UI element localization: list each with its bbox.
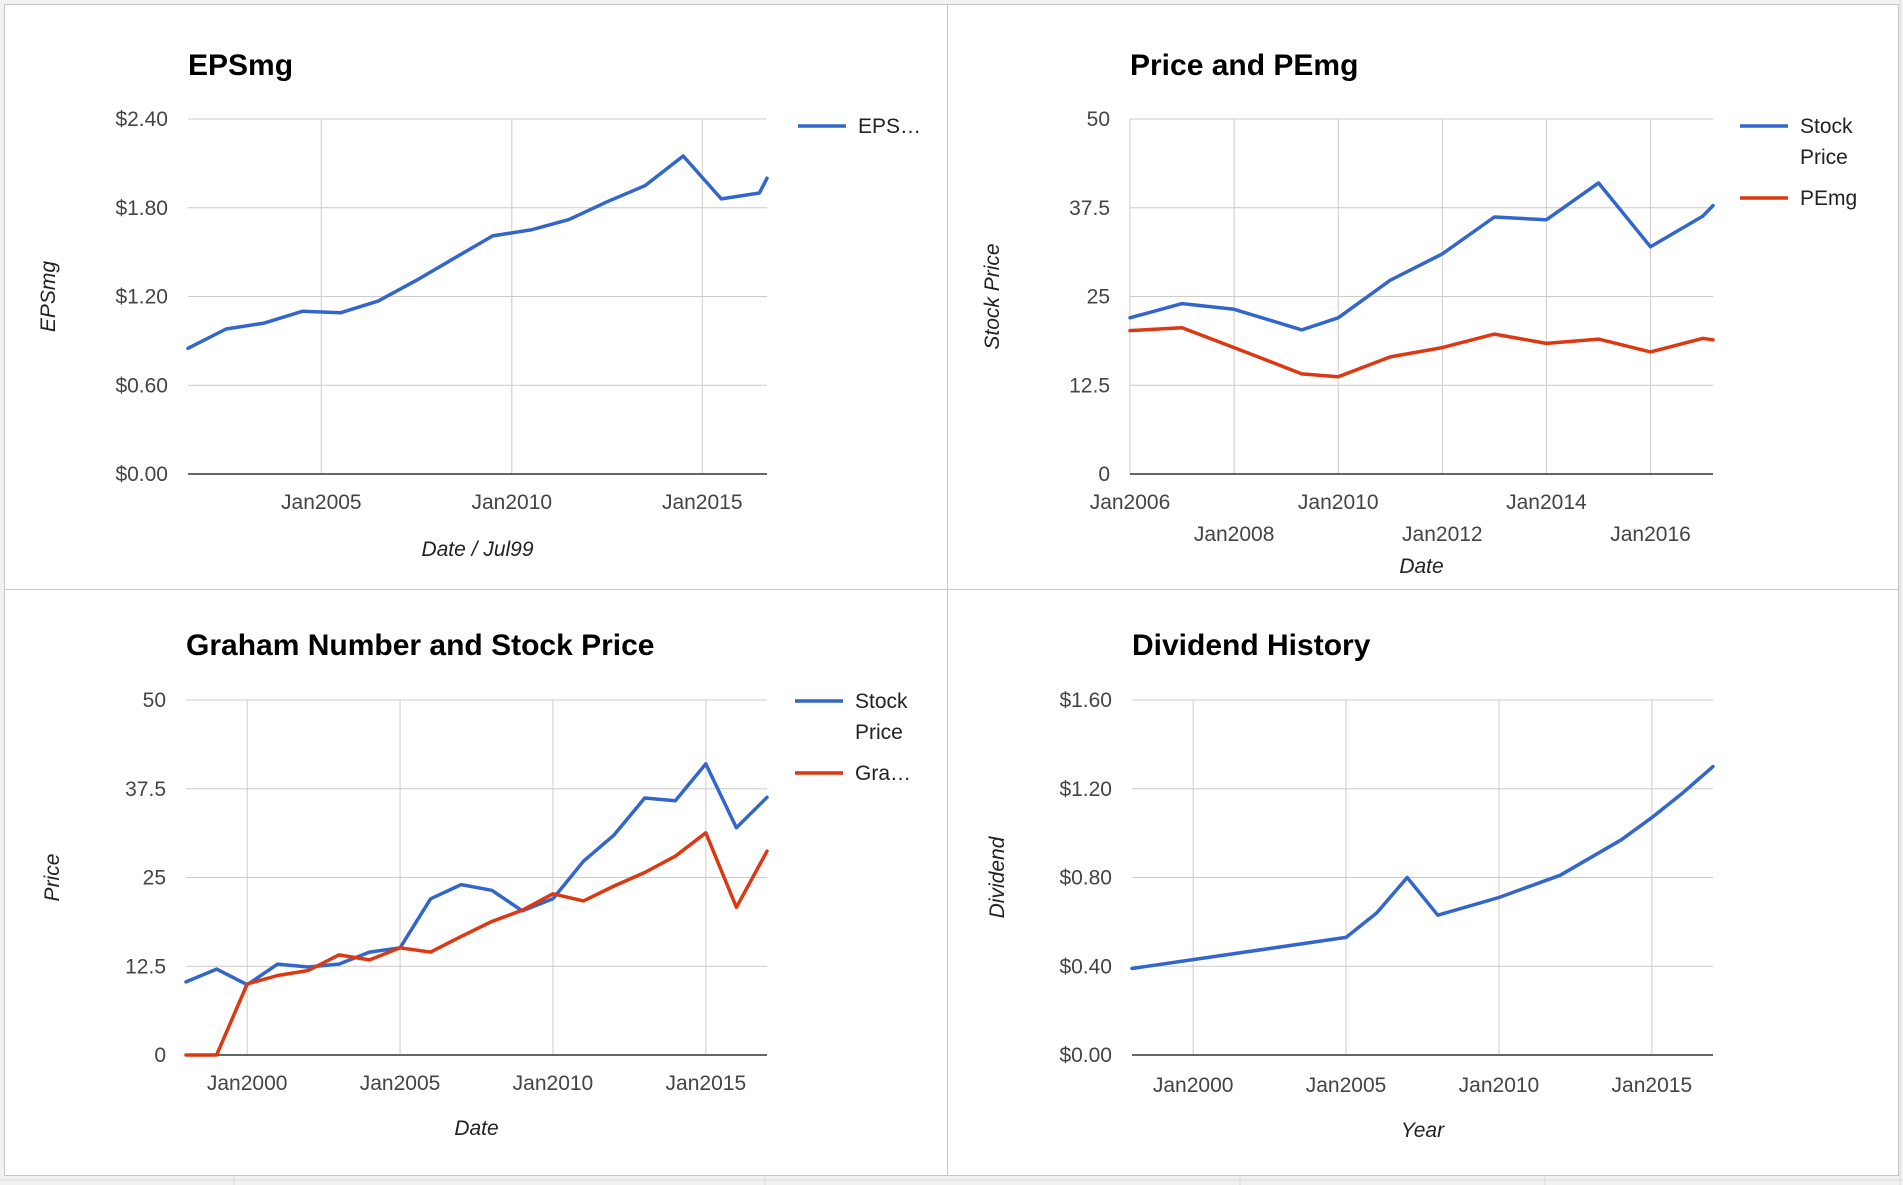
y-tick-label: $1.80 [115,197,168,220]
series-line-0[interactable] [1130,764,1715,971]
y-tick-label: 12.5 [1069,374,1110,397]
x-tick-label: Jan2015 [1612,1074,1693,1097]
x-tick-label: Jan2008 [1194,523,1275,546]
y-axis-title: Price [41,854,64,902]
price-pemg-chart: Price and PEmg 0 12.5 25 37.5 50 Jan2006 Jan20… [981,49,1857,578]
y-tick-label: 37.5 [1069,197,1110,220]
gridlines [1129,118,1713,474]
y-tick-label: 0 [154,1044,166,1067]
y-tick-label: $0.60 [115,374,168,397]
y-tick-label: 50 [143,689,166,712]
dividend-history-chart: Dividend History $0.00 $0.40 $0.80 $1.20 $1.… [986,629,1715,1142]
y-tick-label: 25 [1087,286,1110,309]
epsmg-chart-panel[interactable]: EPSmg $0.00 $0.60 $1.20 $1.80 $2.40 Jan2005 Ja… [4,4,948,591]
y-tick-label: $1.20 [1059,778,1112,801]
gridlines [1132,699,1713,1055]
legend-item-0[interactable]: Stock Price [795,690,908,744]
svg-text:Stock: Stock [1800,115,1853,138]
x-tick-label: Jan2006 [1090,491,1171,514]
x-axis-title: Date / Jul99 [421,538,533,561]
x-tick-label: Jan2010 [1298,491,1379,514]
y-tick-label: $2.40 [115,108,168,131]
chart-title: Graham Number and Stock Price [186,629,655,662]
y-tick-label: $0.00 [1059,1044,1112,1067]
x-axis-title: Date [454,1117,498,1140]
gridlines [188,118,767,474]
series-line-0[interactable] [1128,181,1715,332]
series-line-0[interactable] [186,154,769,351]
x-tick-label: Jan2000 [207,1072,288,1095]
svg-text:Stock: Stock [855,690,908,713]
svg-text:EPS…: EPS… [858,115,921,138]
x-axis-title: Year [1401,1119,1445,1142]
y-tick-label: 12.5 [125,955,166,978]
svg-text:Price: Price [855,721,903,744]
y-tick-label: $1.20 [115,286,168,309]
legend-item-1[interactable]: PEmg [1740,187,1857,210]
y-tick-label: $0.00 [115,463,168,486]
y-axis-title: EPSmg [37,261,60,333]
x-axis-title: Date [1399,555,1443,578]
y-tick-label: 25 [143,867,166,890]
x-tick-label: Jan2005 [281,491,362,514]
legend-item-0[interactable]: Stock Price [1740,115,1853,169]
x-tick-label: Jan2015 [662,491,743,514]
chart-title: EPSmg [188,49,293,82]
x-tick-label: Jan2012 [1402,523,1483,546]
epsmg-chart: EPSmg $0.00 $0.60 $1.20 $1.80 $2.40 Jan2005 Ja… [37,49,921,561]
dividend-history-chart-panel[interactable]: Dividend History $0.00 $0.40 $0.80 $1.20 $1.… [947,589,1899,1176]
graham-number-chart: Graham Number and Stock Price 0 12.5 25 37.… [41,629,911,1140]
x-tick-label: Jan2010 [1459,1074,1540,1097]
svg-text:Price: Price [1800,146,1848,169]
chart-title: Dividend History [1132,629,1371,662]
x-tick-label: Jan2010 [513,1072,594,1095]
x-tick-label: Jan2005 [1306,1074,1387,1097]
svg-text:Gra…: Gra… [855,762,911,785]
x-tick-label: Jan2015 [666,1072,747,1095]
y-tick-label: $0.40 [1059,955,1112,978]
price-pemg-chart-panel[interactable]: Price and PEmg 0 12.5 25 37.5 50 Jan2006 Jan20… [947,4,1899,591]
legend-item-0[interactable]: EPS… [798,115,921,138]
x-tick-label: Jan2005 [360,1072,441,1095]
series-line-0[interactable] [184,762,769,987]
legend-item-1[interactable]: Gra… [795,762,911,785]
series-line-1[interactable] [1128,325,1715,379]
y-axis-title: Stock Price [981,243,1004,349]
x-tick-label: Jan2010 [471,491,552,514]
x-tick-label: Jan2000 [1153,1074,1234,1097]
y-axis-title: Dividend [986,835,1009,918]
y-tick-label: 37.5 [125,778,166,801]
x-tick-label: Jan2016 [1610,523,1691,546]
chart-title: Price and PEmg [1130,49,1358,82]
y-tick-label: $0.80 [1059,867,1112,890]
gridlines [186,699,767,1055]
y-tick-label: 50 [1087,108,1110,131]
series-line-1[interactable] [184,831,769,1057]
y-tick-label: $1.60 [1059,689,1112,712]
graham-number-chart-panel[interactable]: Graham Number and Stock Price 0 12.5 25 37.… [4,589,948,1176]
y-tick-label: 0 [1098,463,1110,486]
svg-text:PEmg: PEmg [1800,187,1857,210]
x-tick-label: Jan2014 [1506,491,1587,514]
